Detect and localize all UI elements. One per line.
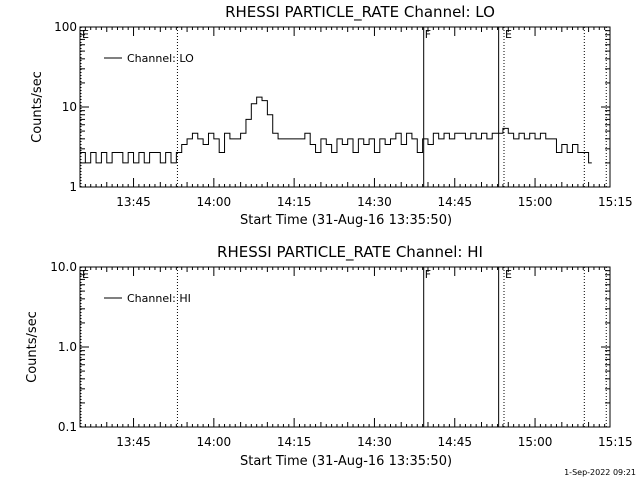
y-tick-label: 10 [62,100,77,114]
legend: Channel: HI [104,292,191,305]
event-marker-label: E [82,28,89,41]
chart-panel-lo: RHESSI PARTICLE_RATE Channel: LO 110100 … [30,3,633,228]
x-axis-label: Start Time (31-Aug-16 13:35:50) [240,454,452,469]
y-axis: 0.1 1.0 10.0 [50,260,610,434]
x-axis: 13:45 14:00 14:15 14:30 14:45 15:00 15:15 [79,267,633,449]
x-tick-label: 14:15 [277,435,312,449]
event-marker-label: E [505,28,512,41]
event-marker-label: F [425,28,431,41]
y-tick-label: 10.0 [50,260,77,274]
generation-timestamp: 1-Sep-2022 09:21 [564,468,636,477]
legend: Channel: LO [104,52,194,65]
x-axis-label: Start Time (31-Aug-16 13:35:50) [240,213,452,228]
chart-panel-hi: RHESSI PARTICLE_RATE Channel: HI 0.11.01… [25,243,633,469]
y-tick-label: 1.0 [58,340,77,354]
series-lines [80,96,592,164]
event-marker-label: E [82,268,89,281]
y-axis: 1 10 100 [54,20,610,194]
x-tick-label: 14:30 [357,195,392,209]
x-tick-label: 15:00 [518,195,553,209]
series-line [80,96,592,164]
legend-entry: Channel: HI [127,292,191,305]
y-axis-label: Counts/sec [25,311,40,383]
chart-title: RHESSI PARTICLE_RATE Channel: LO [225,3,495,22]
legend-entry: Channel: LO [127,52,194,65]
y-axis-label: Counts/sec [30,71,45,143]
chart-title: RHESSI PARTICLE_RATE Channel: HI [217,243,483,262]
plot-frame [79,266,611,428]
x-tick-label: 14:45 [437,195,472,209]
y-tick-label: 100 [54,20,77,34]
x-tick-label: 14:00 [197,195,232,209]
y-tick-label: 1 [69,180,77,194]
x-axis: 13:45 14:00 14:15 14:30 14:45 15:00 15:15 [79,27,633,209]
x-tick-label: 15:15 [598,435,633,449]
x-tick-label: 14:00 [197,435,232,449]
x-tick-label: 15:00 [518,435,553,449]
y-tick-label: 0.1 [58,420,77,434]
x-tick-label: 13:45 [116,435,151,449]
plot-frame [79,26,611,188]
x-tick-label: 14:15 [277,195,312,209]
x-tick-label: 15:15 [598,195,633,209]
event-marker-label: F [425,268,431,281]
x-tick-label: 13:45 [116,195,151,209]
event-marker-label: E [505,268,512,281]
x-tick-label: 14:45 [437,435,472,449]
x-tick-label: 14:30 [357,435,392,449]
